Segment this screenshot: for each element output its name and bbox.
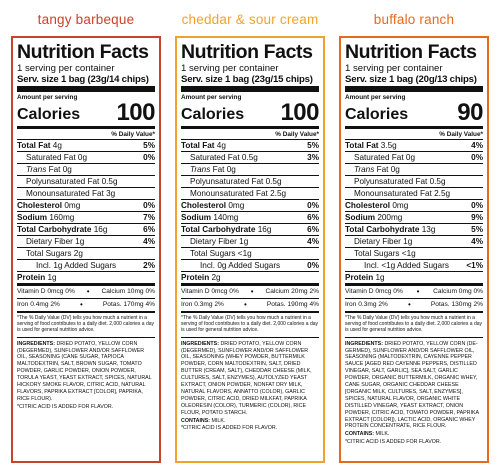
- calories-label: Calories: [17, 106, 81, 123]
- calories-label: Calories: [345, 106, 409, 123]
- divider-thick: [345, 86, 483, 92]
- calories-value: 100: [116, 99, 155, 126]
- total-fat-row: Total Fat 4g 5%: [17, 141, 155, 152]
- monounsaturated-fat-row: Monounsaturated Fat 2.5g: [181, 188, 319, 200]
- bullet-separator: •: [408, 300, 411, 309]
- calories-row: Calories 100: [17, 99, 155, 126]
- amount-per-serving: Amount per serving: [181, 94, 242, 101]
- polyunsaturated-fat-row: Polyunsaturated Fat 0.5g: [345, 176, 483, 188]
- citric-acid-note: *Citric acid is added for flavor.: [345, 439, 442, 446]
- saturated-fat-row: Saturated Fat 0.5g 3%: [181, 152, 319, 164]
- trans-fat-row: Trans Fat 0g: [17, 164, 155, 176]
- total-fat-row: Total Fat 3.5g 4%: [345, 141, 483, 152]
- divider-thick: [181, 86, 319, 92]
- panel-title: Nutrition Facts: [345, 41, 477, 63]
- added-sugars-row: Incl. 0g Added Sugars 0%: [181, 260, 319, 272]
- total-fat-row: Total Fat 4g 5%: [181, 141, 319, 152]
- daily-value-header: % Daily Value*: [17, 130, 155, 140]
- saturated-fat-row: Saturated Fat 0g 0%: [345, 152, 483, 164]
- panel-title: Nutrition Facts: [17, 41, 149, 63]
- divider-medium: [181, 126, 319, 129]
- trans-fat-row: Trans Fat 0g: [345, 164, 483, 176]
- bullet-separator: •: [86, 287, 90, 296]
- monounsaturated-fat-row: Monounsaturated Fat 3g: [17, 188, 155, 200]
- flavor-heading-buffalo-ranch: buffalo ranch: [373, 12, 455, 27]
- nutrition-panel-tangy-barbeque: Nutrition Facts 1 serving per container …: [11, 36, 161, 463]
- sodium-row: Sodium 160mg 7%: [17, 213, 155, 224]
- saturated-fat-row: Saturated Fat 0g 0%: [17, 152, 155, 164]
- vitamin-d-calcium-row: Vitamin D 0mcg 0% • Calcium 20mg 2%: [181, 286, 319, 299]
- dietary-fiber-row: Dietary Fiber 1g 4%: [17, 236, 155, 248]
- servings-per-container: 1 serving per container: [17, 63, 115, 74]
- servings-per-container: 1 serving per container: [181, 63, 279, 74]
- added-sugars-row: Incl. 1g Added Sugars 2%: [17, 260, 155, 272]
- dietary-fiber-row: Dietary Fiber 1g 4%: [181, 236, 319, 248]
- daily-value-footnote: *The % Daily Value (DV) tells you how mu…: [17, 315, 155, 338]
- calories-row: Calories 90: [345, 99, 483, 126]
- total-sugars-row: Total Sugars <1g: [345, 248, 483, 260]
- bullet-separator: •: [244, 300, 247, 309]
- servings-per-container: 1 serving per container: [345, 63, 443, 74]
- bullet-separator: •: [250, 287, 254, 296]
- serving-size: Serv. size 1 bag (23g/14 chips): [17, 74, 149, 85]
- nutrition-panel-cheddar-sour-cream: Nutrition Facts 1 serving per container …: [175, 36, 325, 463]
- daily-value-footnote: *The % Daily Value (DV) tells you how mu…: [181, 315, 319, 338]
- added-sugars-row: Incl. <1g Added Sugars <1%: [345, 260, 483, 272]
- divider-thick: [17, 86, 155, 92]
- serving-size: Serv. size 1 bag (20g/13 chips): [345, 74, 477, 85]
- bullet-separator: •: [80, 300, 83, 309]
- daily-value-header: % Daily Value*: [181, 130, 319, 140]
- total-carbohydrate-row: Total Carbohydrate 13g 5%: [345, 225, 483, 236]
- polyunsaturated-fat-row: Polyunsaturated Fat 0.5g: [181, 176, 319, 188]
- cholesterol-row: Cholesterol 0mg 0%: [345, 201, 483, 212]
- total-sugars-row: Total Sugars <1g: [181, 248, 319, 260]
- monounsaturated-fat-row: Monounsaturated Fat 2.5g: [345, 188, 483, 200]
- sodium-row: Sodium 140mg 6%: [181, 213, 319, 224]
- daily-value-header: % Daily Value*: [345, 130, 483, 140]
- calories-value: 100: [280, 99, 319, 126]
- polyunsaturated-fat-row: Polyunsaturated Fat 0.5g: [17, 176, 155, 188]
- daily-value-footnote: *The % Daily Value (DV) tells you how mu…: [345, 315, 483, 338]
- iron-potassium-row: Iron 0.4mg 2% • Potas. 170mg 4%: [17, 299, 155, 313]
- protein-row: Protein 1g: [345, 272, 483, 286]
- amount-per-serving: Amount per serving: [345, 94, 406, 101]
- cholesterol-row: Cholesterol 0mg 0%: [181, 201, 319, 212]
- ingredients-text: Ingredients: Dried potato, yellow corn (…: [345, 340, 479, 430]
- protein-row: Protein 2g: [181, 272, 319, 286]
- ingredients-text: Ingredients: Dried potato, yellow corn (…: [181, 340, 312, 416]
- vitamin-d-calcium-row: Vitamin D 0mcg 0% • Calcium 10mg 0%: [17, 286, 155, 299]
- iron-potassium-row: Iron 0.3mg 2% • Potas. 130mg 2%: [345, 299, 483, 313]
- serving-size: Serv. size 1 bag (23g/15 chips): [181, 74, 313, 85]
- bullet-separator: •: [416, 287, 420, 296]
- sodium-row: Sodium 200mg 9%: [345, 213, 483, 224]
- total-carbohydrate-row: Total Carbohydrate 16g 6%: [17, 225, 155, 236]
- panel-title: Nutrition Facts: [181, 41, 313, 63]
- citric-acid-note: *Citric acid is added for flavor.: [181, 425, 278, 432]
- allergen-contains: Contains: Milk.: [181, 417, 226, 424]
- vitamin-d-calcium-row: Vitamin D 0mcg 0% • Calcium 0mg 0%: [345, 286, 483, 299]
- ingredients-text: Ingredients: Dried potato, yellow corn (…: [17, 340, 152, 402]
- calories-label: Calories: [181, 106, 245, 123]
- protein-row: Protein 1g: [17, 272, 155, 286]
- total-sugars-row: Total Sugars 2g: [17, 248, 155, 260]
- calories-row: Calories 100: [181, 99, 319, 126]
- cholesterol-row: Cholesterol 0mg 0%: [17, 201, 155, 212]
- amount-per-serving: Amount per serving: [17, 94, 78, 101]
- trans-fat-row: Trans Fat 0g: [181, 164, 319, 176]
- divider-medium: [345, 126, 483, 129]
- total-carbohydrate-row: Total Carbohydrate 16g 6%: [181, 225, 319, 236]
- divider-medium: [17, 126, 155, 129]
- flavor-heading-cheddar-sour-cream: cheddar & sour cream: [181, 12, 319, 27]
- calories-value: 90: [457, 99, 483, 126]
- flavor-heading-tangy-barbeque: tangy barbeque: [37, 12, 135, 27]
- nutrition-panel-buffalo-ranch: Nutrition Facts 1 serving per container …: [339, 36, 489, 463]
- allergen-contains: Contains: Milk.: [345, 431, 390, 438]
- iron-potassium-row: Iron 0.3mg 2% • Potas. 190mg 4%: [181, 299, 319, 313]
- dietary-fiber-row: Dietary Fiber 1g 4%: [345, 236, 483, 248]
- citric-acid-note: *Citric acid is added for flavor.: [17, 403, 114, 410]
